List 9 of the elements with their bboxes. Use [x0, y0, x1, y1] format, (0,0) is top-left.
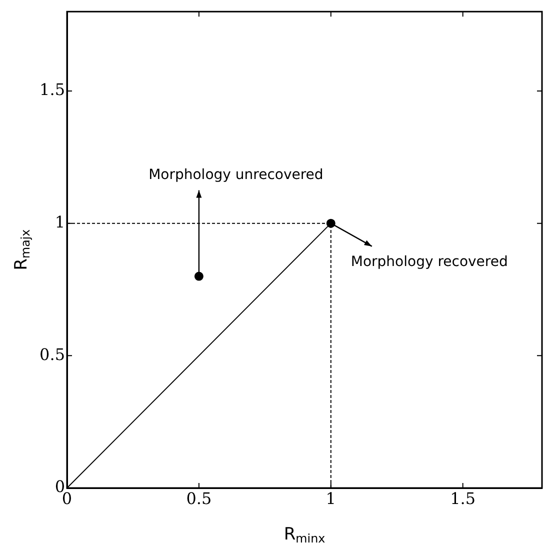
- y-axis-title: Rmajx: [11, 229, 32, 270]
- y-tick-label: 0.5: [40, 344, 65, 364]
- y-tick-label: 1.5: [40, 80, 65, 100]
- x-tick-label: 1: [326, 488, 336, 508]
- y-tick-label: 1: [54, 212, 65, 232]
- x-tick-label: 1.5: [450, 488, 476, 508]
- annotation: Morphology unrecovered: [148, 166, 324, 183]
- annotation: Morphology recovered: [350, 254, 508, 270]
- x-tick-label: 0.5: [186, 488, 212, 508]
